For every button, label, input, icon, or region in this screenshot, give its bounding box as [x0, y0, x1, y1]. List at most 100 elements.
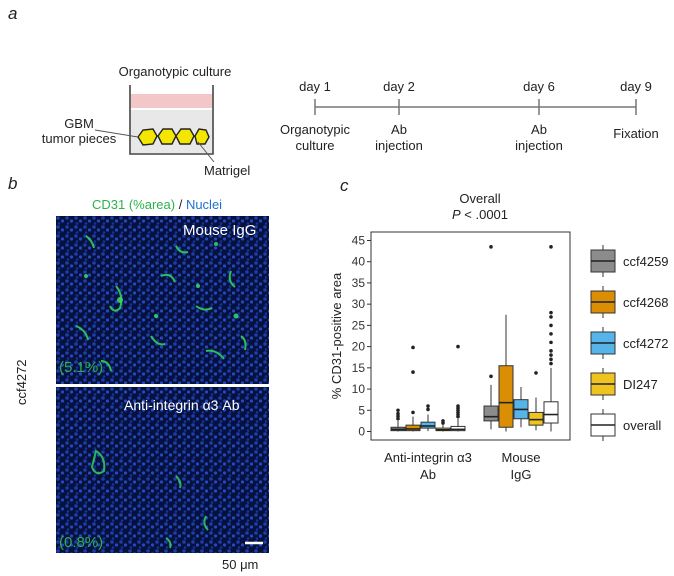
y-tick-label: 0	[358, 425, 365, 439]
box-ccf4259-0	[390, 408, 406, 432]
culture-title: Organotypic culture	[118, 64, 232, 79]
box-plot-chart: 0 5 10 15 20 25 30 35 40 45 % CD31-positive area A…	[329, 231, 669, 482]
box-body	[405, 424, 421, 432]
pct-mouse-igg: (5.1%)	[59, 359, 104, 376]
fluorescence-micrograph	[56, 216, 269, 553]
outlier-point	[396, 414, 400, 419]
x-category-label: Anti-integrin α3	[384, 450, 472, 465]
cd31-vessels-top	[75, 235, 247, 372]
plot-frame	[370, 231, 571, 441]
sample-label-ccf4272: ccf4272	[14, 359, 29, 405]
outlier-point	[441, 419, 445, 423]
timeline-axis	[314, 99, 637, 115]
box-ccf4259-1	[483, 245, 499, 430]
tumor-piece-2	[157, 128, 177, 145]
label-gbm: GBM	[64, 116, 94, 131]
label-matrigel: Matrigel	[204, 163, 251, 178]
outlier-point	[411, 370, 415, 374]
outlier-point	[549, 353, 553, 357]
p-value-label: P < .0001	[451, 207, 509, 222]
image-title: CD31 (%area) / Nuclei	[92, 197, 223, 212]
outlier-point	[549, 361, 553, 366]
panel-letter-a: a	[8, 4, 18, 23]
legend-label-ccf4272: ccf4272	[623, 336, 669, 351]
y-axis-label: % CD31-positive area	[329, 272, 344, 399]
y-tick-label: 10	[352, 382, 366, 396]
outlier-point	[489, 374, 493, 379]
timeline-day9: day 9	[620, 79, 652, 94]
pct-anti-integrin: (0.8%)	[59, 534, 104, 551]
box-body	[543, 401, 559, 424]
tumor-piece-3	[175, 128, 195, 145]
label-gbm-tumor: GBM tumor pieces	[34, 116, 124, 146]
box-body	[528, 411, 544, 426]
panel-letter-b: b	[8, 174, 18, 193]
outlier-point	[549, 315, 553, 319]
timeline-day1: day 1	[299, 79, 331, 94]
overall-title: Overall	[459, 191, 501, 206]
tumor-piece-1	[137, 128, 158, 146]
outlier-point	[426, 407, 430, 412]
outlier-point	[396, 416, 400, 421]
outlier-point	[549, 245, 553, 249]
box-ccf4268-0	[405, 345, 421, 432]
micrograph-top-mouse-igg	[56, 216, 269, 384]
y-tick-label: 15	[352, 361, 366, 375]
well-walls	[129, 85, 214, 155]
outlier-point	[411, 410, 415, 415]
outlier-point	[549, 332, 553, 336]
label-mouse-igg: Mouse IgG	[183, 222, 257, 239]
tumor-pointer-line	[94, 129, 139, 138]
panel-letter-c: c	[340, 176, 349, 195]
label-anti-integrin: Anti-integrin α3 Ab	[124, 397, 240, 413]
y-tick-label: 35	[352, 276, 366, 290]
outlier-point	[549, 323, 553, 328]
box-ccf4272-1	[513, 386, 529, 428]
y-tick-label: 25	[352, 318, 366, 332]
box-DI247-0	[435, 419, 451, 432]
timeline-day6: day 6	[523, 79, 555, 94]
x-category-label: Mouse	[501, 450, 540, 465]
y-tick-label: 30	[352, 297, 366, 311]
timeline-event-culture: Organotypic culture	[279, 122, 351, 153]
y-tick-label: 45	[352, 233, 366, 247]
y-tick-label: 40	[352, 255, 366, 269]
outlier-point	[534, 371, 538, 375]
label-tumor-pieces: tumor pieces	[41, 131, 117, 146]
x-category-label: Ab	[420, 467, 436, 482]
box-overall-0	[450, 344, 466, 432]
box-DI247-1	[528, 371, 544, 431]
timeline-event-fixation: Fixation	[613, 126, 659, 141]
box-ccf4272-0	[420, 404, 436, 432]
box-body	[420, 421, 436, 429]
outlier-point	[456, 404, 460, 408]
box-body	[498, 365, 514, 428]
tumor-piece-4	[194, 128, 210, 145]
culture-well-diagram	[94, 85, 215, 163]
outlier-point	[549, 357, 553, 362]
outlier-point	[489, 245, 493, 249]
micrograph-divider	[56, 384, 269, 387]
y-tick-label: 5	[358, 403, 365, 417]
legend-label-ccf4268: ccf4268	[623, 295, 669, 310]
outlier-point	[549, 340, 553, 345]
legend-label-overall: overall	[623, 418, 661, 433]
outlier-point	[456, 344, 460, 349]
title-cd31: CD31 (%area)	[92, 197, 176, 212]
box-overall-1	[543, 245, 559, 432]
box-body	[450, 425, 466, 432]
outlier-point	[549, 349, 553, 353]
legend-label-DI247: DI247	[623, 377, 658, 392]
x-category-label: IgG	[511, 467, 532, 482]
y-tick-label: 20	[352, 340, 366, 354]
scale-label: 50 μm	[222, 557, 259, 572]
outlier-point	[411, 345, 415, 350]
micrograph-bottom-anti-integrin	[56, 387, 269, 553]
title-nuclei: Nuclei	[185, 197, 223, 212]
timeline-event-injection-2: Ab injection	[515, 122, 563, 153]
outlier-point	[549, 310, 553, 315]
timeline-event-injection-1: Ab injection	[375, 122, 423, 153]
cd31-vessels-bottom	[90, 449, 209, 549]
legend-label-ccf4259: ccf4259	[623, 254, 669, 269]
outlier-point	[396, 408, 400, 413]
